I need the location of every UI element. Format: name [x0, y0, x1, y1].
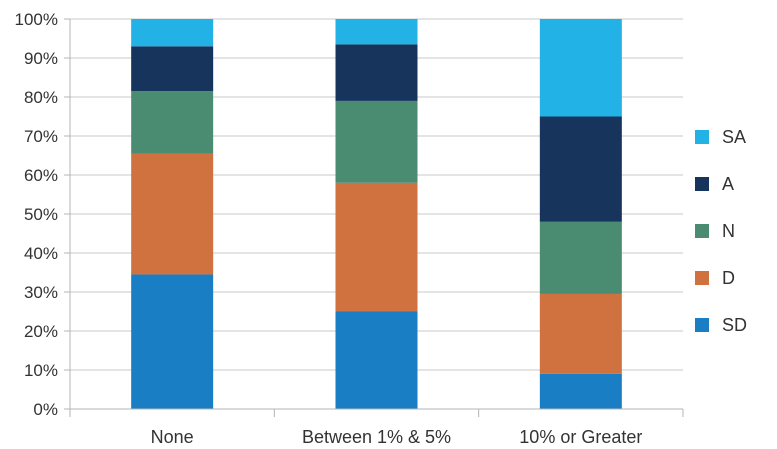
y-tick-label: 80%: [24, 88, 58, 107]
x-category-label: Between 1% & 5%: [302, 427, 451, 447]
x-category-label: None: [151, 427, 194, 447]
y-tick-label: 50%: [24, 205, 58, 224]
bar-segment-sa: [131, 19, 214, 47]
x-category-label: 10% or Greater: [519, 427, 642, 447]
legend-swatch-sd: [695, 318, 709, 332]
y-tick-label: 20%: [24, 322, 58, 341]
y-tick-label: 30%: [24, 283, 58, 302]
bar-segment-d: [539, 293, 622, 374]
y-tick-label: 70%: [24, 127, 58, 146]
x-axis-category-labels: None Between 1% & 5% 10% or Greater: [151, 427, 643, 447]
bar-segment-n: [539, 221, 622, 294]
bar-segment-sd: [539, 373, 622, 409]
y-tick-label: 100%: [15, 10, 58, 29]
y-axis-tick-labels: 0% 10% 20% 30% 40% 50% 60% 70% 80% 90% 100%: [15, 10, 58, 419]
bar-segment-sa: [335, 19, 418, 45]
bar-segment-a: [131, 46, 214, 92]
legend-swatch-sa: [695, 130, 709, 144]
legend-label-a: A: [722, 174, 734, 194]
axes: [64, 18, 684, 417]
y-tick-label: 90%: [24, 49, 58, 68]
bar-segment-a: [335, 44, 418, 101]
y-tick-label: 0%: [33, 400, 58, 419]
bar-segment-sd: [131, 274, 214, 409]
legend-label-sd: SD: [722, 315, 747, 335]
legend: SA A N D SD: [695, 127, 747, 335]
bar-segment-sa: [539, 19, 622, 117]
y-tick-label: 60%: [24, 166, 58, 185]
legend-label-d: D: [722, 268, 735, 288]
bar-segment-n: [131, 91, 214, 154]
legend-swatch-d: [695, 271, 709, 285]
legend-swatch-a: [695, 177, 709, 191]
y-tick-label: 10%: [24, 361, 58, 380]
legend-swatch-n: [695, 224, 709, 238]
legend-label-n: N: [722, 221, 735, 241]
bars: [131, 19, 622, 409]
bar-segment-a: [539, 116, 622, 222]
bar-segment-sd: [335, 311, 418, 409]
y-tick-label: 40%: [24, 244, 58, 263]
bar-segment-n: [335, 100, 418, 183]
legend-label-sa: SA: [722, 127, 746, 147]
bar-segment-d: [131, 153, 214, 275]
bar-segment-d: [335, 182, 418, 312]
